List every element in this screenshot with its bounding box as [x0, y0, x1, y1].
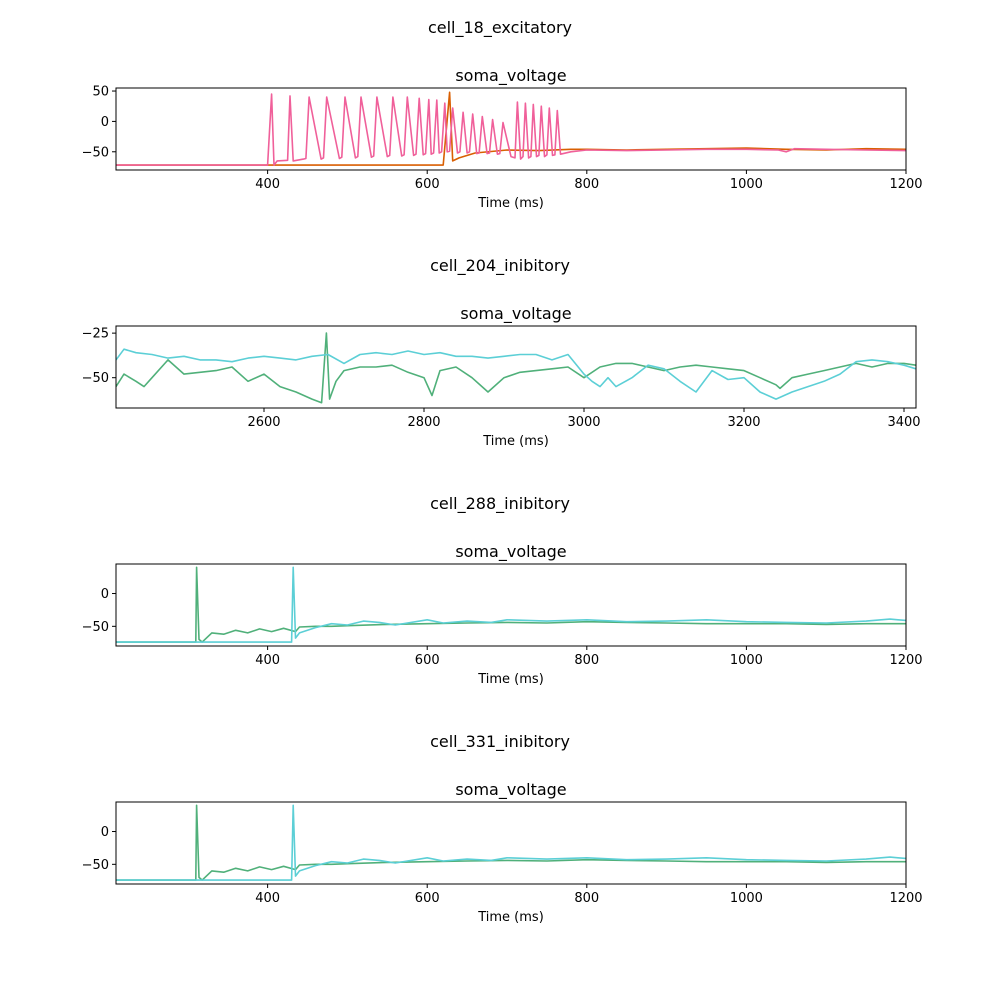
x-axis-label: Time (ms) [477, 910, 544, 925]
x-axis-label: Time (ms) [477, 672, 544, 687]
y-tick-label: 50 [92, 85, 109, 100]
cell-title: cell_204_inibitory [430, 256, 570, 275]
axes-frame [115, 87, 907, 171]
x-tick-label: 600 [415, 177, 440, 192]
subplot-title: soma_voltage [460, 304, 571, 324]
x-tick-label: 600 [415, 891, 440, 906]
x-tick-label: 2800 [407, 415, 440, 430]
y-tick-label: 0 [101, 587, 109, 602]
x-tick-label: 1200 [889, 891, 922, 906]
cell-title: cell_288_inibitory [430, 494, 570, 513]
x-axis-label: Time (ms) [477, 196, 544, 211]
y-tick-label: −50 [82, 145, 109, 160]
x-tick-label: 400 [255, 177, 280, 192]
x-tick-label: 800 [574, 653, 599, 668]
series-line-1 [116, 804, 906, 881]
x-tick-label: 1000 [730, 653, 763, 668]
cell-title: cell_18_excitatory [427, 18, 573, 37]
x-tick-label: 3000 [567, 415, 600, 430]
series-line-2 [116, 804, 906, 881]
x-tick-label: 1200 [889, 177, 922, 192]
series-line-2 [116, 93, 906, 166]
subplot-title: soma_voltage [455, 780, 566, 800]
axes-frame [115, 563, 907, 647]
x-tick-label: 400 [255, 891, 280, 906]
x-tick-label: 2600 [247, 415, 280, 430]
cell-title: cell_331_inibitory [430, 732, 570, 751]
x-tick-label: 3200 [727, 415, 760, 430]
subplot-title: soma_voltage [455, 66, 566, 86]
x-tick-label: 800 [574, 891, 599, 906]
x-tick-label: 1000 [730, 177, 763, 192]
series-line-1 [116, 566, 906, 643]
subplot-title: soma_voltage [455, 542, 566, 562]
y-tick-label: −25 [82, 327, 109, 342]
series-line-2 [116, 566, 906, 643]
y-tick-label: 0 [101, 825, 109, 840]
y-tick-label: 0 [101, 115, 109, 130]
series-line-1 [116, 332, 916, 404]
x-tick-label: 600 [415, 653, 440, 668]
x-tick-label: 400 [255, 653, 280, 668]
series-line-2 [116, 348, 916, 400]
x-tick-label: 1200 [889, 653, 922, 668]
axes-frame [115, 801, 907, 885]
x-tick-label: 1000 [730, 891, 763, 906]
x-tick-label: 800 [574, 177, 599, 192]
x-tick-label: 3400 [887, 415, 920, 430]
axes-frame [115, 325, 917, 409]
x-axis-label: Time (ms) [482, 434, 549, 449]
y-tick-label: −50 [82, 371, 109, 386]
y-tick-label: −50 [82, 620, 109, 635]
y-tick-label: −50 [82, 858, 109, 873]
